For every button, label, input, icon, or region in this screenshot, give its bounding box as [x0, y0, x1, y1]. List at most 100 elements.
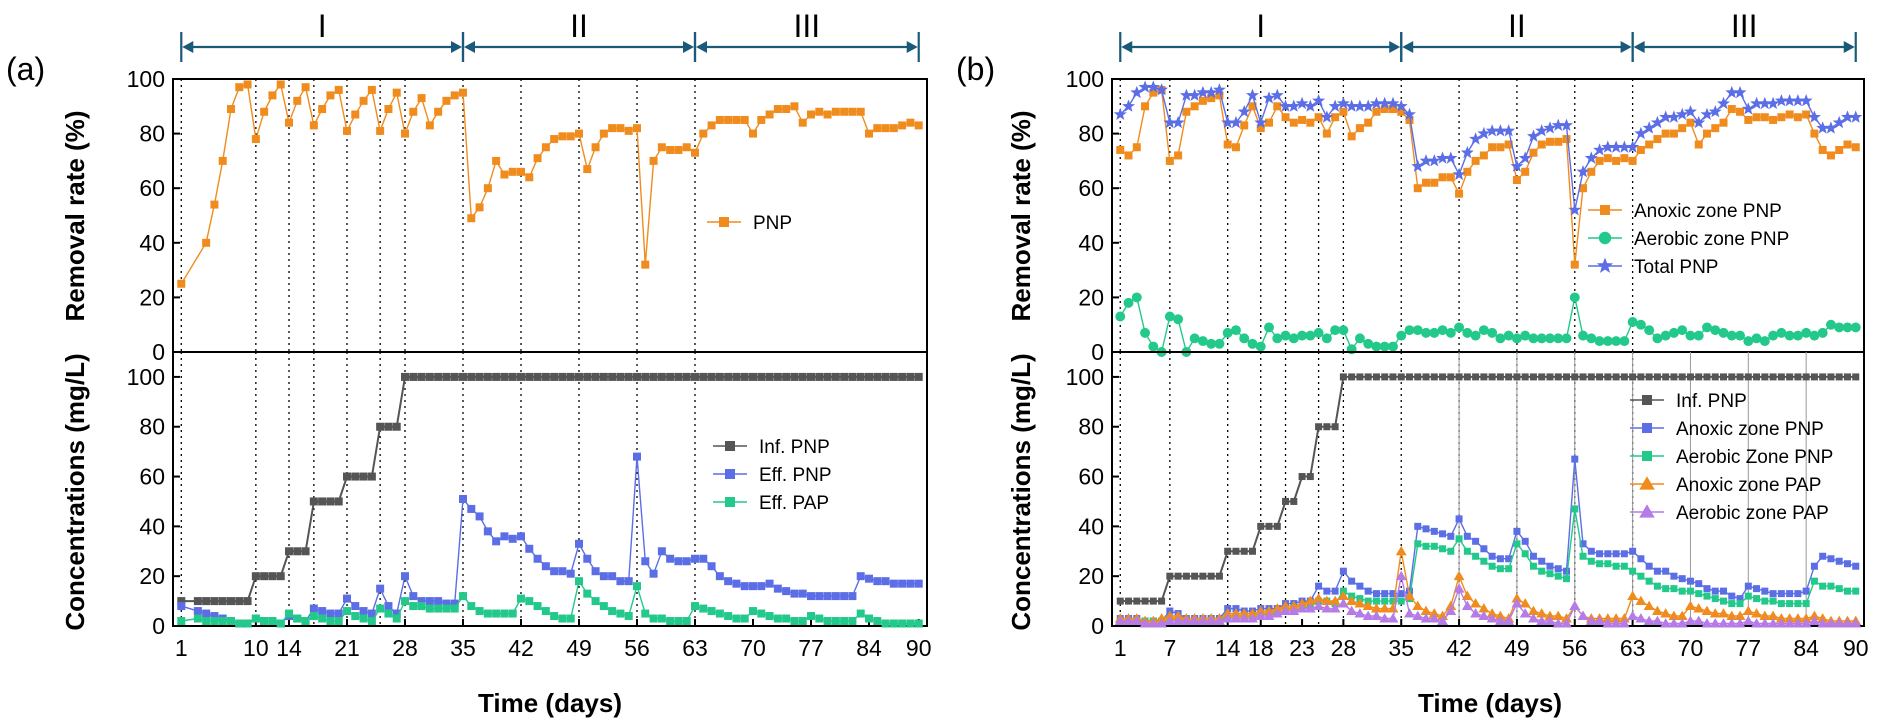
data-point [301, 617, 310, 626]
data-point [666, 145, 675, 154]
data-point [1751, 333, 1762, 344]
data-point [177, 279, 186, 288]
data-point [1827, 582, 1835, 590]
data-point [376, 584, 385, 593]
data-point [1513, 373, 1521, 381]
y-tick-label: 0 [1091, 613, 1104, 639]
data-point [1238, 608, 1250, 618]
data-point [1222, 327, 1233, 338]
data-point [475, 607, 484, 616]
data-point [1653, 135, 1662, 144]
data-point [798, 617, 807, 626]
data-point [1288, 605, 1300, 615]
panel-a-phase-bar: I II III [180, 8, 920, 62]
data-point [1461, 590, 1473, 601]
data-point [1786, 373, 1794, 381]
data-point [1685, 330, 1696, 341]
data-point [1667, 110, 1681, 123]
data-point [1785, 110, 1794, 119]
data-point [1461, 600, 1473, 611]
data-point [881, 577, 890, 586]
data-point [1645, 577, 1653, 585]
data-point [492, 156, 501, 165]
data-point [1114, 615, 1126, 625]
data-point [1528, 613, 1539, 623]
data-point [1626, 140, 1640, 153]
data-point [384, 422, 393, 431]
legend-marker [1639, 476, 1655, 490]
data-point [442, 96, 451, 105]
data-point [1817, 613, 1829, 623]
data-point [1611, 336, 1622, 347]
data-point [384, 602, 393, 611]
x-tick-label: 70 [1678, 635, 1704, 661]
data-point [1587, 167, 1596, 176]
legend-marker [719, 217, 729, 227]
data-point [856, 107, 865, 116]
data-point [1428, 608, 1440, 618]
data-point [1668, 610, 1680, 620]
data-point [1156, 613, 1168, 623]
panel-a-removal-plot: 0 20 40 60 80 100 PNP [127, 66, 928, 365]
legend: PNP [707, 213, 792, 234]
data-point [1720, 373, 1728, 381]
data-point [467, 602, 476, 611]
data-point [1479, 151, 1488, 160]
data-point [1453, 570, 1465, 581]
data-point [1182, 107, 1191, 116]
data-point [1381, 373, 1389, 381]
data-point [1205, 615, 1217, 625]
data-point [301, 547, 310, 556]
data-point [1196, 85, 1210, 99]
data-point [1841, 110, 1854, 123]
data-point [1670, 585, 1678, 593]
data-point [1678, 373, 1686, 381]
data-point [1405, 373, 1413, 381]
panel-b-phase-bar: I II III [1119, 8, 1857, 62]
data-point [1819, 552, 1827, 560]
data-point [285, 118, 293, 127]
data-point [1378, 96, 1392, 110]
data-point [1503, 615, 1515, 625]
data-point [483, 527, 492, 536]
data-point [492, 372, 501, 381]
data-point [1488, 562, 1496, 570]
data-point [1643, 615, 1655, 625]
x-tick-label: 28 [1331, 635, 1357, 661]
panel-b-concentration-plot: 0 20 40 60 80 100 1 7 14 18 23 28 35 42 49 56 63 70 77 84 90… [1066, 351, 1869, 661]
data-point [210, 597, 219, 606]
data-point [575, 372, 583, 381]
data-point [434, 372, 443, 381]
data-point [1379, 603, 1391, 613]
data-point [285, 609, 293, 618]
data-point [732, 614, 741, 623]
data-point [276, 80, 285, 89]
data-point [1231, 143, 1240, 152]
data-point [517, 594, 525, 603]
data-point [1612, 156, 1621, 165]
data-point [1455, 189, 1464, 198]
data-point [1618, 618, 1630, 628]
data-point [1610, 618, 1622, 628]
data-point [691, 148, 699, 157]
data-point [1404, 608, 1415, 618]
data-point [1817, 327, 1828, 338]
data-point [707, 607, 716, 616]
data-point [1246, 88, 1259, 101]
data-point [1543, 121, 1557, 134]
data-point [657, 614, 666, 623]
data-point [1661, 129, 1670, 138]
x-tick-label: 23 [1289, 635, 1315, 661]
data-point [1602, 618, 1614, 628]
data-point [1189, 333, 1200, 344]
data-point [1743, 336, 1754, 347]
data-point [1538, 557, 1546, 565]
data-point [1585, 615, 1597, 625]
legend: Anoxic zone PNP Aerobic zone PNP Total PNP [1588, 201, 1789, 278]
data-point [624, 577, 633, 586]
data-point [1345, 99, 1359, 112]
data-point [1769, 597, 1777, 605]
data-point [1535, 124, 1549, 137]
data-point [1563, 567, 1571, 575]
data-point [1180, 615, 1192, 625]
